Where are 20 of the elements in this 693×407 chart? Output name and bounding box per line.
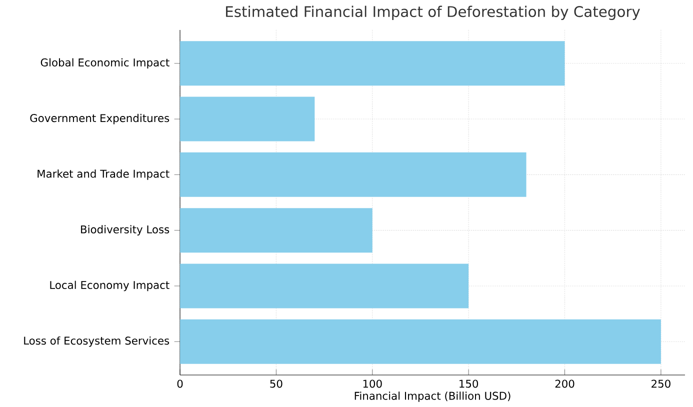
x-tick-label: 100	[363, 380, 382, 388]
x-tick-label: 250	[652, 380, 670, 388]
x-axis-title: Financial Impact (Billion USD)	[354, 392, 510, 402]
y-tick-label: Global Economic Impact	[40, 58, 170, 69]
x-tick-label: 0	[177, 380, 183, 388]
x-tick-label: 50	[270, 380, 282, 388]
bar	[180, 41, 565, 86]
chart-title: Estimated Financial Impact of Deforestation by Category	[226, 6, 640, 20]
y-tick-label: Market and Trade Impact	[38, 170, 170, 180]
bar	[180, 152, 526, 197]
bar	[180, 208, 372, 253]
y-tick-label: Government Expenditures	[30, 114, 170, 124]
y-tick-label: Local Economy Impact	[50, 280, 170, 292]
bar	[180, 264, 469, 308]
bar	[180, 319, 661, 364]
y-tick-label: Loss of Ecosystem Services	[24, 336, 170, 347]
x-tick-label: 200	[555, 380, 574, 388]
bar	[180, 96, 315, 142]
y-tick-label: Biodiversity Loss	[81, 225, 170, 236]
x-tick-label: 150	[460, 380, 478, 388]
